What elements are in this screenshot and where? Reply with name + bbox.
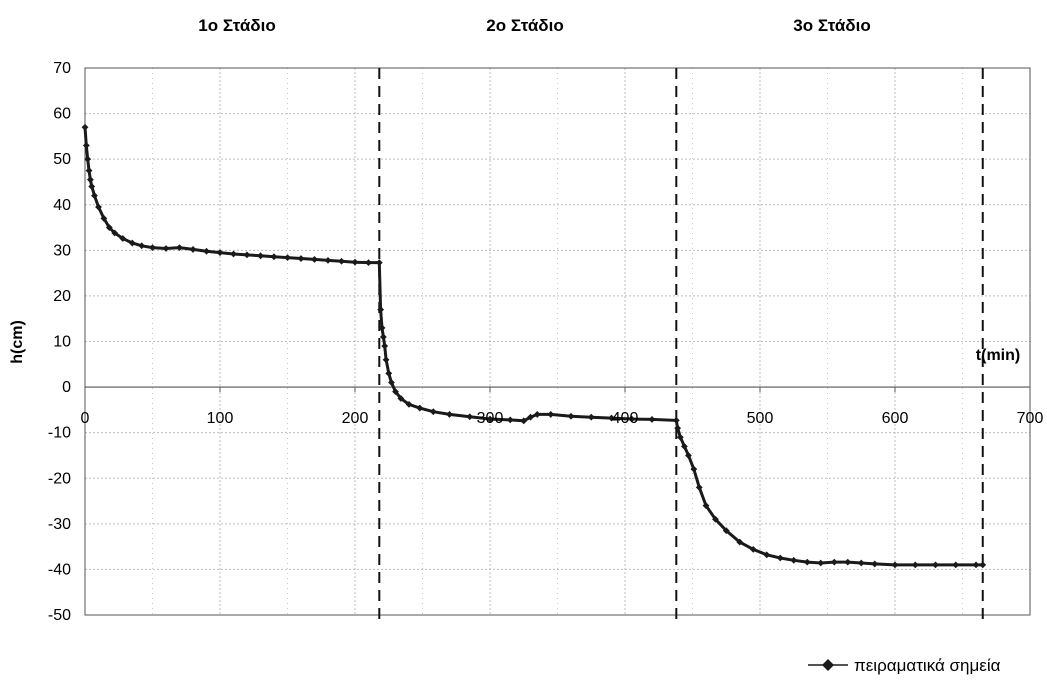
data-point (430, 408, 437, 415)
data-point (892, 561, 899, 568)
data-point (298, 255, 305, 262)
y-tick-label: -50 (48, 607, 71, 624)
y-tick-label: 50 (53, 151, 71, 168)
x-tick-label: 300 (477, 410, 504, 427)
x-tick-label: 700 (1017, 410, 1044, 427)
data-point (381, 343, 388, 350)
data-point (673, 417, 680, 424)
data-point (383, 356, 390, 363)
data-point (380, 334, 387, 341)
y-tick-label: 70 (53, 60, 71, 77)
data-point (82, 124, 89, 131)
y-tick-label: 40 (53, 197, 71, 214)
x-tick-label: 400 (612, 410, 639, 427)
data-point (912, 561, 919, 568)
grid-layer (85, 68, 1030, 615)
x-tick-label: 600 (882, 410, 909, 427)
stage-title-1: 1ο Στάδιο (198, 16, 275, 35)
data-point (932, 561, 939, 568)
y-tick-label: -40 (48, 561, 71, 578)
data-point (588, 414, 595, 421)
data-point (844, 559, 851, 566)
y-tick-label: 10 (53, 334, 71, 351)
data-point (377, 306, 384, 313)
data-point (190, 246, 197, 253)
stage-layer (379, 68, 982, 619)
data-point (790, 557, 797, 564)
legend: πειραματικά σημεία (808, 656, 1001, 675)
x-tick-label: 0 (81, 410, 90, 427)
data-point (871, 561, 878, 568)
data-point (83, 142, 90, 149)
data-point (952, 561, 959, 568)
x-axis-label: t(min) (976, 347, 1020, 364)
y-tick-label: 20 (53, 288, 71, 305)
data-point (568, 413, 575, 420)
data-point (376, 259, 383, 266)
data-point (203, 248, 210, 255)
data-point (352, 259, 359, 266)
x-tick-label: 100 (207, 410, 234, 427)
data-point (325, 257, 332, 264)
data-point (507, 417, 514, 424)
data-point (831, 559, 838, 566)
data-point (138, 242, 145, 249)
data-point (365, 259, 372, 266)
data-point (163, 245, 170, 252)
data-point (649, 416, 656, 423)
x-tick-label: 500 (747, 410, 774, 427)
stage-title-3: 3ο Στάδιο (793, 16, 870, 35)
y-tick-label: -10 (48, 425, 71, 442)
data-point (973, 561, 980, 568)
y-tick-label: 60 (53, 106, 71, 123)
data-point (244, 251, 251, 258)
legend-label: πειραματικά σημεία (854, 656, 1001, 675)
y-tick-label: -30 (48, 516, 71, 533)
data-point (87, 176, 94, 183)
data-point (86, 167, 93, 174)
data-point (88, 183, 95, 190)
y-tick-label: 0 (62, 379, 71, 396)
data-point (466, 413, 473, 420)
data-point (446, 411, 453, 418)
data-point (311, 256, 318, 263)
data-point (979, 561, 986, 568)
data-point (817, 560, 824, 567)
data-point (547, 411, 554, 418)
data-point (230, 251, 237, 258)
series-layer (82, 124, 987, 568)
data-point (777, 555, 784, 562)
data-point (338, 258, 345, 265)
data-point (284, 254, 291, 261)
data-point (804, 559, 811, 566)
stage-title-2: 2ο Στάδιο (486, 16, 563, 35)
data-point (257, 252, 264, 259)
data-point (858, 560, 865, 567)
data-point (385, 370, 392, 377)
legend-marker (822, 659, 834, 671)
y-tick-label: -20 (48, 470, 71, 487)
data-point (271, 253, 278, 260)
y-tick-label: 30 (53, 242, 71, 259)
data-point (674, 425, 681, 432)
y-axis-label: h(cm) (9, 320, 26, 364)
data-point (416, 405, 423, 412)
x-tick-label: 200 (342, 410, 369, 427)
